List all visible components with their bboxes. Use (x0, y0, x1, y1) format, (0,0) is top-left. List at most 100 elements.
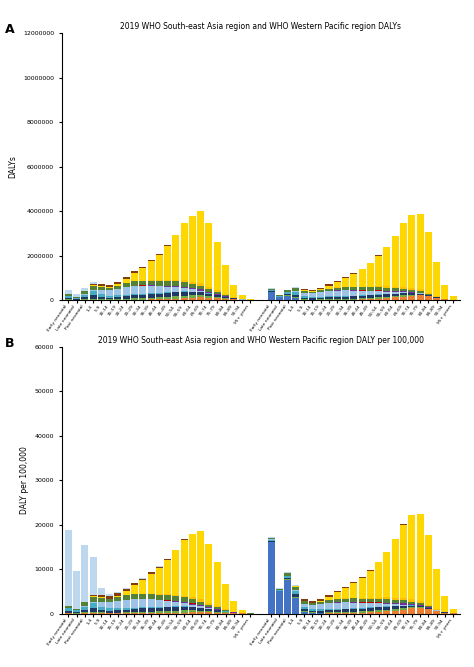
Bar (156, 293, 163, 297)
Bar (156, 612, 163, 613)
Bar (392, 539, 399, 598)
Bar (417, 291, 424, 293)
Bar (334, 591, 341, 592)
Bar (383, 297, 391, 298)
Bar (417, 604, 424, 605)
Bar (383, 607, 391, 610)
Bar (267, 289, 274, 291)
Bar (106, 602, 113, 608)
Bar (189, 605, 196, 607)
Bar (342, 278, 349, 287)
Bar (147, 600, 155, 607)
Bar (139, 267, 146, 268)
Bar (164, 245, 171, 246)
Bar (98, 607, 105, 610)
Bar (301, 291, 308, 293)
Bar (375, 291, 382, 294)
Bar (375, 295, 382, 297)
Bar (189, 534, 196, 597)
Bar (81, 299, 88, 300)
Bar (317, 611, 324, 612)
Bar (90, 595, 97, 596)
Bar (90, 282, 97, 285)
Bar (131, 295, 138, 298)
Bar (65, 530, 72, 606)
Bar (98, 610, 105, 612)
Bar (214, 241, 221, 290)
Bar (197, 611, 204, 612)
Bar (147, 281, 155, 285)
Bar (342, 599, 349, 602)
Bar (326, 289, 332, 291)
Bar (197, 211, 204, 283)
Bar (181, 602, 188, 603)
Bar (147, 612, 155, 613)
Bar (383, 598, 391, 599)
Bar (334, 602, 341, 609)
Bar (441, 285, 448, 299)
Bar (173, 613, 179, 614)
Bar (98, 287, 105, 290)
Bar (408, 290, 415, 291)
Bar (284, 292, 291, 294)
Bar (342, 602, 349, 608)
Bar (131, 594, 138, 599)
Bar (383, 603, 391, 604)
Bar (350, 582, 357, 583)
Bar (425, 294, 432, 295)
Bar (131, 599, 138, 608)
Bar (164, 601, 171, 607)
Bar (392, 600, 399, 603)
Bar (81, 612, 88, 613)
Bar (400, 598, 407, 600)
Bar (156, 255, 163, 280)
Bar (284, 580, 291, 614)
Bar (156, 297, 163, 299)
Bar (292, 598, 300, 614)
Bar (317, 610, 324, 611)
Bar (147, 294, 155, 297)
Bar (98, 290, 105, 294)
Bar (189, 216, 196, 281)
Bar (156, 254, 163, 255)
Bar (197, 600, 204, 602)
Bar (139, 594, 146, 599)
Bar (181, 612, 188, 614)
Bar (98, 597, 105, 598)
Bar (359, 578, 365, 598)
Bar (173, 292, 179, 296)
Bar (408, 295, 415, 300)
Bar (98, 595, 105, 597)
Bar (309, 297, 316, 298)
Bar (139, 295, 146, 298)
Bar (205, 296, 212, 297)
Bar (147, 607, 155, 608)
Bar (326, 603, 332, 609)
Bar (408, 515, 415, 599)
Bar (383, 604, 391, 606)
Bar (114, 295, 121, 297)
Bar (309, 603, 316, 605)
Bar (359, 287, 365, 290)
Bar (317, 287, 324, 289)
Bar (441, 596, 448, 612)
Bar (189, 283, 196, 288)
Bar (326, 296, 332, 297)
Bar (383, 286, 391, 287)
Bar (359, 295, 365, 298)
Bar (189, 600, 196, 604)
Bar (367, 611, 374, 612)
Bar (367, 612, 374, 614)
Bar (156, 594, 163, 600)
Bar (400, 606, 407, 608)
Bar (181, 295, 188, 298)
Bar (375, 286, 382, 287)
Bar (359, 613, 365, 614)
Bar (284, 573, 291, 576)
Bar (433, 611, 440, 614)
Bar (334, 297, 341, 299)
Bar (173, 607, 179, 611)
Bar (230, 602, 237, 612)
Bar (106, 608, 113, 611)
Bar (189, 612, 196, 614)
